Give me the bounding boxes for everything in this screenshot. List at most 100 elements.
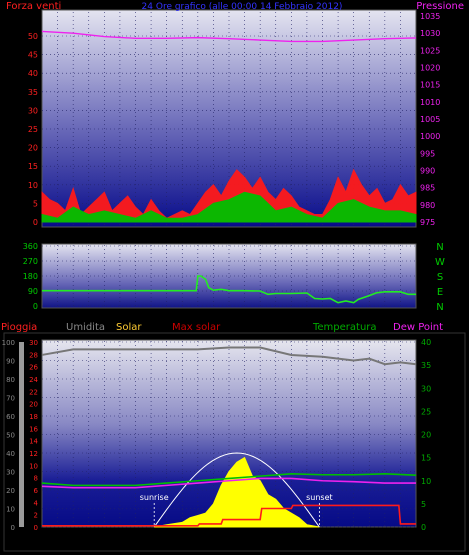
hour-tick-label: 22 bbox=[380, 231, 390, 240]
compass-label: W bbox=[435, 257, 445, 268]
pressure-tick-label: 1030 bbox=[420, 29, 440, 38]
rain-tick-label: 28 bbox=[29, 351, 38, 359]
pressure-tick-label: 1005 bbox=[420, 115, 440, 124]
rain-tick-label: 16 bbox=[29, 425, 38, 433]
series-max-solar bbox=[153, 452, 320, 528]
pressure-tick-label: 1025 bbox=[420, 46, 440, 55]
sunset-label: sunset bbox=[306, 493, 333, 502]
series-solar bbox=[154, 456, 320, 528]
hour-tick-label: 02 bbox=[68, 539, 78, 548]
humidity-tick-label: 60 bbox=[6, 413, 15, 421]
sunrise-label: sunrise bbox=[140, 493, 169, 502]
series-gust bbox=[41, 191, 417, 223]
temperature-tick-label: 40 bbox=[421, 338, 431, 347]
header-right-label: Pressione bbox=[416, 1, 464, 12]
series-temperatura bbox=[41, 473, 417, 487]
hour-tick-label: 10 bbox=[193, 539, 203, 548]
compass-label: E bbox=[437, 287, 443, 298]
humidity-tick-label: 20 bbox=[6, 487, 15, 495]
hour-tick-label: 12 bbox=[224, 231, 234, 240]
pressure-tick-label: 1010 bbox=[420, 98, 440, 107]
rain-tick-label: 6 bbox=[34, 487, 39, 495]
compass-label: S bbox=[437, 272, 443, 283]
rain-tick-label: 12 bbox=[29, 450, 38, 458]
hour-tick-label: 16 bbox=[286, 231, 296, 240]
humidity-tick-label: 80 bbox=[6, 376, 15, 384]
pressure-tick-label: 975 bbox=[420, 218, 435, 227]
wind-tick-label: 15 bbox=[28, 162, 38, 171]
pressure-tick-label: 1020 bbox=[420, 64, 440, 73]
hour-tick-label: 02 bbox=[68, 231, 78, 240]
humidity-tick-label: 90 bbox=[6, 358, 15, 366]
hour-tick-label: 08 bbox=[162, 231, 172, 240]
humidity-tick-label: 0 bbox=[11, 524, 15, 532]
rain-tick-label: 20 bbox=[29, 401, 38, 409]
rain-tick-label: 8 bbox=[34, 475, 38, 483]
wind-tick-label: 20 bbox=[28, 144, 38, 153]
legend-pioggia: Pioggia bbox=[1, 322, 37, 333]
humidity-tick-label: 40 bbox=[6, 450, 15, 458]
humidity-tick-label: 10 bbox=[6, 506, 15, 514]
humidity-tick-label: 100 bbox=[2, 339, 15, 347]
direction-tick-label: 90 bbox=[28, 287, 38, 296]
rain-tick-label: 30 bbox=[29, 339, 38, 347]
pressure-tick-label: 990 bbox=[420, 167, 435, 176]
hour-tick-label: 12 bbox=[224, 539, 234, 548]
direction-tick-label: 0 bbox=[33, 302, 38, 311]
rain-tick-label: 18 bbox=[29, 413, 38, 421]
header-left-label: Forza venti bbox=[6, 1, 61, 12]
pressure-tick-label: 1000 bbox=[420, 132, 440, 141]
wind-tick-label: 10 bbox=[28, 181, 38, 190]
series-pressione bbox=[41, 30, 417, 43]
humidity-tick-label: 70 bbox=[6, 395, 15, 403]
direction-tick-label: 360 bbox=[23, 242, 38, 251]
temperature-tick-label: 30 bbox=[421, 384, 431, 393]
hour-tick-label: 06 bbox=[130, 231, 140, 240]
wind-tick-label: 50 bbox=[28, 32, 38, 41]
legend-max-solar: Max solar bbox=[172, 322, 221, 333]
temperature-tick-label: 5 bbox=[421, 500, 426, 509]
hour-tick-label: sunset bbox=[309, 539, 336, 548]
wind-tick-label: 0 bbox=[33, 218, 38, 227]
wind-pressure-marks bbox=[41, 30, 417, 223]
temperature-tick-label: 35 bbox=[421, 361, 431, 370]
hour-tick-label: 00 bbox=[411, 539, 421, 548]
temperature-tick-label: 25 bbox=[421, 407, 431, 416]
hour-tick-label: 08 bbox=[162, 539, 172, 548]
humidity-gauge-bar bbox=[19, 342, 24, 527]
wind-tick-label: 25 bbox=[28, 125, 38, 134]
wind-direction-marks bbox=[42, 275, 416, 304]
temperature-tick-label: 15 bbox=[421, 454, 431, 463]
series-pioggia bbox=[42, 504, 416, 527]
wind-tick-label: 40 bbox=[28, 69, 38, 78]
series-forza-venti bbox=[41, 168, 417, 223]
rain-tick-label: 0 bbox=[34, 524, 38, 532]
hour-tick-label: 14 bbox=[255, 231, 265, 240]
direction-tick-label: 270 bbox=[23, 257, 38, 266]
hour-tick-label: 00 bbox=[411, 231, 421, 240]
temperature-tick-label: 0 bbox=[421, 523, 426, 532]
weather-grid bbox=[42, 341, 416, 528]
humidity-tick-label: 50 bbox=[6, 432, 15, 440]
rain-tick-label: 24 bbox=[29, 376, 38, 384]
weather-marks: sunrise sunset bbox=[41, 346, 417, 528]
wind-tick-label: 45 bbox=[28, 51, 38, 60]
hour-tick-label: 06 bbox=[130, 539, 140, 548]
hour-tick-label: 20 bbox=[349, 539, 359, 548]
temperature-tick-label: 10 bbox=[421, 477, 431, 486]
compass-label: N bbox=[436, 302, 443, 313]
hour-tick-label: 20 bbox=[349, 231, 359, 240]
hour-tick-label: 18 bbox=[317, 231, 327, 240]
pressure-tick-label: 980 bbox=[420, 201, 435, 210]
legend-temperatura: Temperatura bbox=[312, 322, 377, 333]
wind-tick-label: 5 bbox=[33, 199, 38, 208]
pressure-tick-label: 995 bbox=[420, 149, 435, 158]
pressure-tick-label: 1015 bbox=[420, 81, 440, 90]
legend-dew-point: Dew Point bbox=[393, 322, 443, 333]
humidity-tick-label: 30 bbox=[6, 469, 15, 477]
legend-solar: Solar bbox=[116, 322, 142, 333]
rain-tick-label: 26 bbox=[29, 364, 38, 372]
rain-tick-label: 4 bbox=[34, 499, 39, 507]
pressure-tick-label: 985 bbox=[420, 184, 435, 193]
